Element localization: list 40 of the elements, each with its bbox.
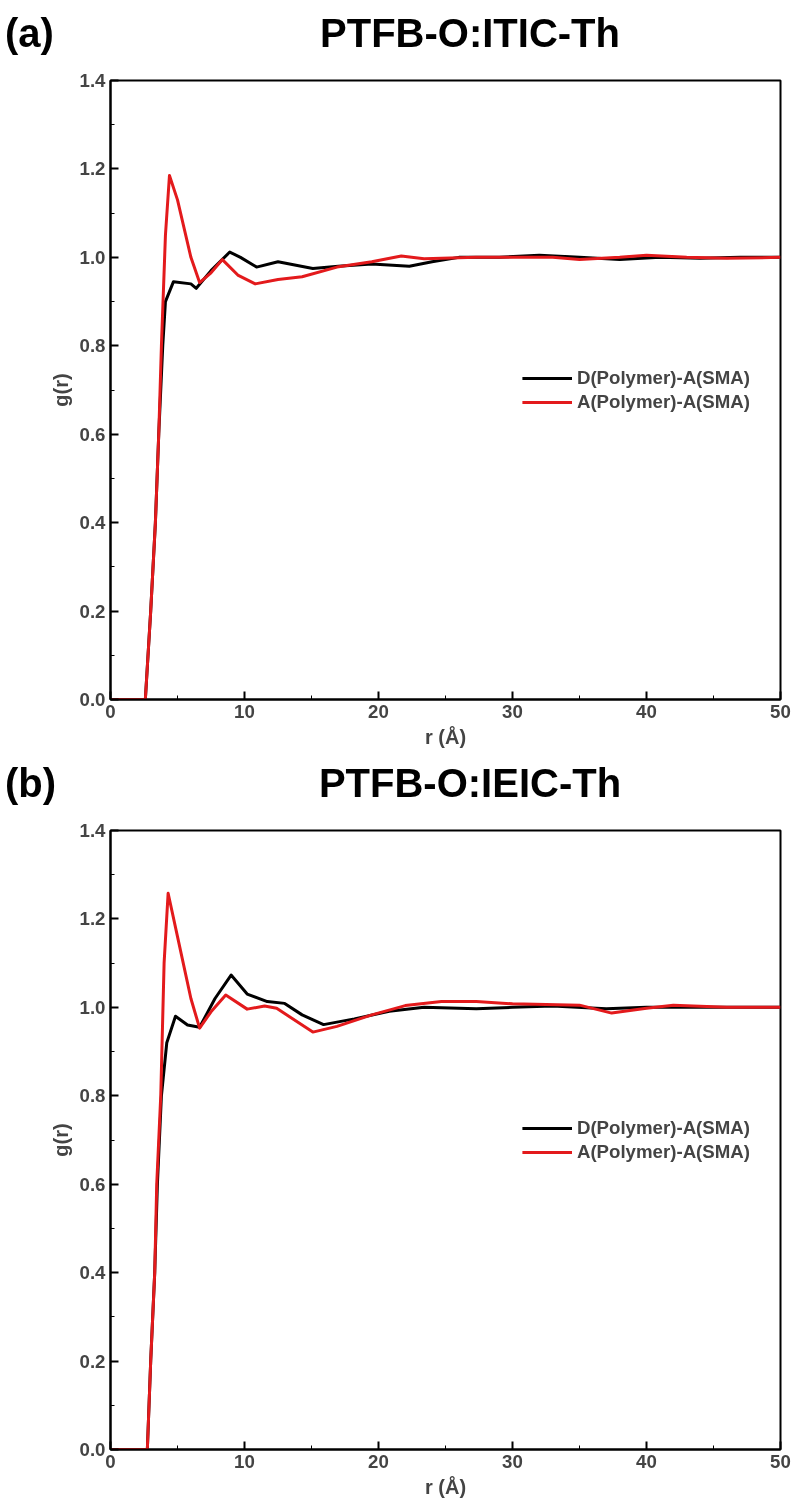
y-tick-label: 1.2 xyxy=(79,158,106,180)
y-tick-label: 1.4 xyxy=(79,820,107,841)
y-tick-label: 0.4 xyxy=(79,512,107,534)
x-tick-label: 0 xyxy=(105,700,116,722)
y-tick-label: 1.0 xyxy=(79,996,106,1018)
y-tick-label: 0.2 xyxy=(79,600,106,622)
y-tick-label: 1.0 xyxy=(79,246,106,268)
x-tick-label: 30 xyxy=(502,1450,523,1472)
x-tick-label: 40 xyxy=(636,1450,657,1472)
y-tick-label: 0.8 xyxy=(79,1085,106,1107)
y-tick-label: 0.0 xyxy=(79,1439,106,1460)
x-tick-label: 0 xyxy=(105,1450,116,1472)
x-tick-label: 10 xyxy=(234,1450,255,1472)
y-axis-title: g(r) xyxy=(49,1123,72,1157)
x-axis-title: r (Å) xyxy=(424,1474,467,1498)
x-tick-label: 50 xyxy=(770,700,791,722)
legend-label: D(Polymer)-A(SMA) xyxy=(576,1116,750,1139)
y-tick-label: 0.2 xyxy=(79,1350,106,1372)
x-tick-label: 30 xyxy=(502,700,523,722)
x-tick-label: 10 xyxy=(234,700,255,722)
chart-title: PTFB-O:ITIC-Th xyxy=(320,10,620,57)
y-axis-title: g(r) xyxy=(49,373,72,407)
y-tick-label: 1.4 xyxy=(79,70,107,91)
legend-label: A(Polymer)-A(SMA) xyxy=(576,390,750,413)
text: (a) xyxy=(5,10,54,57)
x-tick-label: 20 xyxy=(368,700,389,722)
chart-title: PTFB-O:IEIC-Th xyxy=(318,760,622,807)
y-tick-label: 0.6 xyxy=(79,1173,106,1195)
x-tick-label: 50 xyxy=(770,1450,791,1472)
x-axis-title: r (Å) xyxy=(424,724,467,748)
y-tick-label: 0.4 xyxy=(79,1262,107,1284)
y-tick-label: 0.8 xyxy=(79,335,106,357)
y-tick-label: 1.2 xyxy=(79,908,106,930)
x-tick-label: 20 xyxy=(368,1450,389,1472)
y-tick-label: 0.0 xyxy=(79,689,106,710)
x-tick-label: 40 xyxy=(636,700,657,722)
legend-label: D(Polymer)-A(SMA) xyxy=(576,366,750,389)
y-tick-label: 0.6 xyxy=(79,423,106,445)
text: (b) xyxy=(5,760,57,807)
legend-label: A(Polymer)-A(SMA) xyxy=(576,1140,750,1163)
